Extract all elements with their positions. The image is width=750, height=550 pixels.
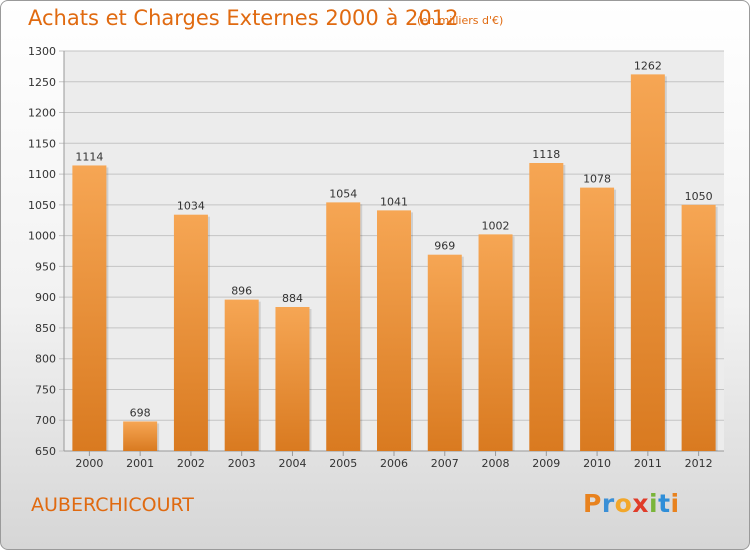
bar: [478, 234, 513, 451]
data-label: 969: [434, 240, 455, 253]
bar: [427, 254, 462, 451]
logo-letter: i: [670, 489, 680, 518]
chart-title: Achats et Charges Externes 2000 à 2012: [28, 6, 459, 30]
bar: [630, 74, 665, 451]
x-tick-label: 2003: [228, 457, 256, 470]
y-tick-label: 900: [35, 291, 56, 304]
data-label: 1034: [177, 200, 205, 213]
x-tick-label: 2005: [329, 457, 357, 470]
bar: [326, 202, 361, 451]
logo-letter: x: [632, 489, 649, 518]
y-tick-label: 850: [35, 322, 56, 335]
bar: [580, 187, 615, 451]
y-tick-label: 800: [35, 353, 56, 366]
bar: [173, 214, 208, 451]
bar: [681, 204, 716, 451]
bar: [529, 163, 564, 451]
y-tick-label: 1200: [28, 107, 56, 120]
x-tick-label: 2004: [278, 457, 306, 470]
commune-name: AUBERCHICOURT: [31, 494, 194, 516]
data-label: 1262: [634, 59, 662, 72]
y-tick-label: 1300: [28, 45, 56, 58]
y-tick-label: 750: [35, 383, 56, 396]
y-tick-label: 1000: [28, 230, 56, 243]
data-label: 896: [231, 285, 252, 298]
bar: [377, 210, 411, 451]
y-tick-label: 650: [35, 445, 56, 458]
x-tick-label: 2008: [482, 457, 510, 470]
x-tick-label: 2001: [126, 457, 154, 470]
logo-letter: r: [601, 489, 615, 518]
bar: [72, 165, 107, 451]
data-label: 884: [282, 292, 303, 305]
x-tick-label: 2011: [634, 457, 662, 470]
x-tick-label: 2012: [685, 457, 713, 470]
x-tick-label: 2006: [380, 457, 408, 470]
bar: [275, 307, 310, 451]
logo-letter: o: [614, 489, 633, 518]
y-tick-label: 1250: [28, 76, 56, 89]
bar: [224, 299, 259, 451]
x-tick-label: 2009: [532, 457, 560, 470]
proxiti-logo: Proxiti: [583, 489, 680, 518]
y-tick-label: 1100: [28, 168, 56, 181]
data-label: 1041: [380, 195, 408, 208]
data-label: 1002: [482, 219, 510, 232]
logo-letter: t: [658, 489, 671, 518]
y-tick-label: 700: [35, 414, 56, 427]
x-tick-label: 2007: [431, 457, 459, 470]
logo-letter: i: [649, 489, 659, 518]
data-label: 1078: [583, 173, 611, 186]
y-tick-label: 950: [35, 260, 56, 273]
data-label: 698: [130, 406, 151, 419]
bar: [123, 421, 158, 451]
logo-letter: P: [583, 489, 602, 518]
y-tick-label: 1150: [28, 137, 56, 150]
x-tick-label: 2010: [583, 457, 611, 470]
data-label: 1118: [532, 148, 560, 161]
unit-note: (en milliers d'€): [417, 14, 504, 27]
data-label: 1050: [685, 190, 713, 203]
y-tick-label: 1050: [28, 199, 56, 212]
x-tick-label: 2000: [75, 457, 103, 470]
data-label: 1114: [75, 150, 103, 163]
data-label: 1054: [329, 187, 357, 200]
x-tick-label: 2002: [177, 457, 205, 470]
